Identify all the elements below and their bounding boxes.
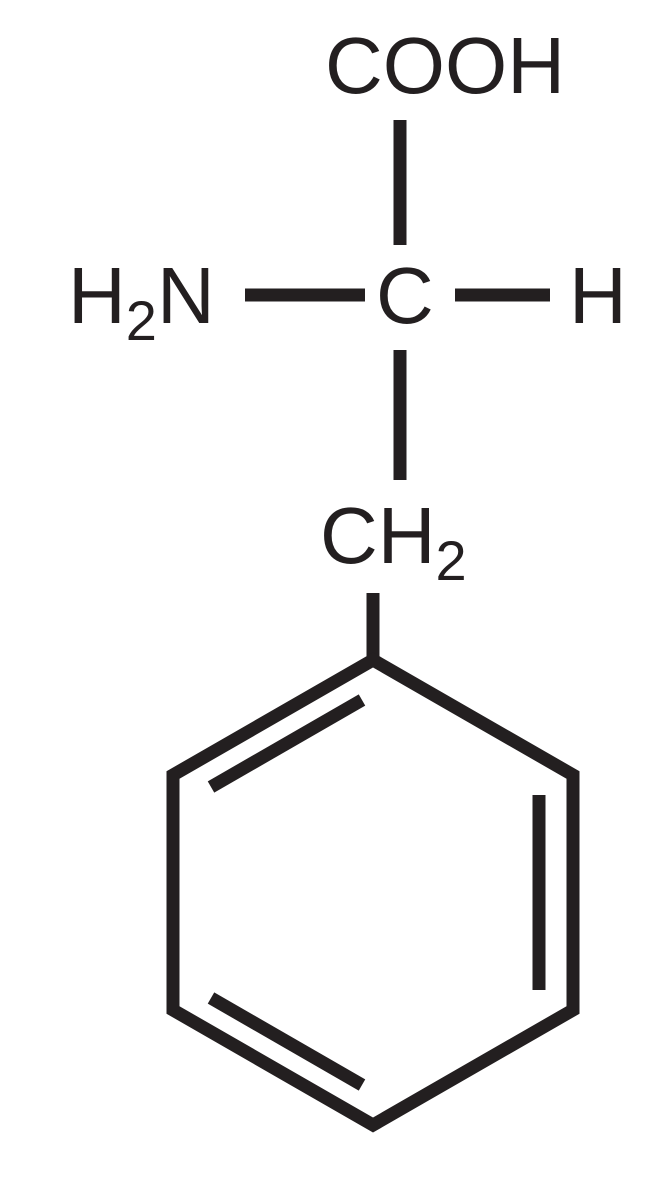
structure-svg	[0, 0, 669, 1200]
benzene-ring	[173, 660, 573, 1125]
